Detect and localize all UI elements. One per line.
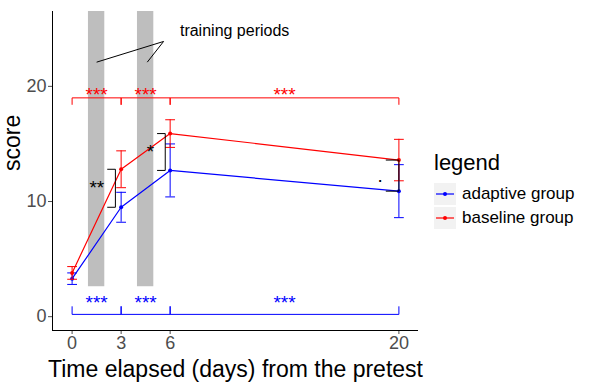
svg-text:***: ***: [273, 292, 296, 313]
svg-text:.: .: [378, 165, 383, 186]
svg-text:0: 0: [67, 333, 77, 353]
svg-text:3: 3: [116, 333, 126, 353]
svg-text:training periods: training periods: [180, 22, 289, 39]
svg-text:***: ***: [86, 84, 109, 105]
svg-text:***: ***: [86, 292, 109, 313]
svg-text:20: 20: [26, 76, 46, 96]
svg-text:0: 0: [36, 306, 46, 326]
html-text:baseline group: baseline group: [462, 208, 574, 227]
svg-text:*: *: [147, 141, 155, 162]
svg-text:10: 10: [26, 191, 46, 211]
svg-text:20: 20: [389, 333, 409, 353]
svg-text:score: score: [0, 115, 25, 171]
svg-text:**: **: [89, 177, 104, 198]
html-text:legend: legend: [434, 150, 501, 175]
svg-text:***: ***: [135, 292, 158, 313]
svg-text:***: ***: [273, 84, 296, 105]
svg-text:Time elapsed (days) from the p: Time elapsed (days) from the pretest: [48, 356, 424, 382]
svg-text:***: ***: [135, 84, 158, 105]
html-text:adaptive group: adaptive group: [462, 184, 575, 203]
svg-text:6: 6: [165, 333, 175, 353]
